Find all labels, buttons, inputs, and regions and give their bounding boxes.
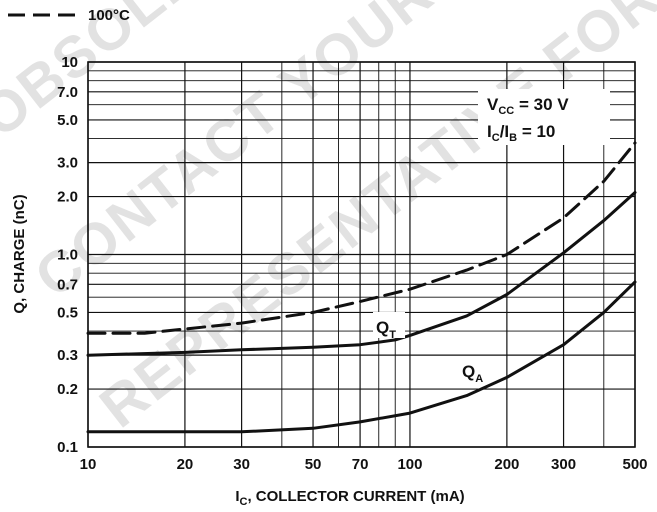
- qa-label: QA: [462, 362, 483, 385]
- conditions-box-bg: [478, 89, 610, 145]
- y-tick-label: 5.0: [57, 112, 78, 129]
- series-line-100c: [86, 141, 637, 335]
- legend-label-100c: 100°C: [88, 7, 130, 24]
- legend: 100°C: [8, 7, 130, 24]
- y-axis-label: Q, CHARGE (nC): [11, 194, 28, 313]
- qa-label-main: Q: [462, 362, 475, 381]
- vcc-main: V: [487, 95, 499, 114]
- qa-label-sub: A: [475, 373, 483, 385]
- vcc-sub: CC: [498, 105, 514, 117]
- y-tick-label: 0.2: [57, 381, 78, 398]
- qt-label-bg: [373, 312, 405, 338]
- qt-label-sub: T: [389, 329, 396, 341]
- qa-label-bg: [459, 356, 493, 382]
- qt-label-main: Q: [376, 318, 389, 337]
- x-tick-label: 30: [233, 456, 250, 473]
- ratio-rest: = 10: [517, 122, 555, 141]
- x-axis-label-main: I: [235, 488, 239, 505]
- vcc-condition: VCC = 30 V: [487, 95, 569, 117]
- x-axis-label-rest: , COLLECTOR CURRENT (mA): [247, 488, 464, 505]
- plot-frame: [87, 61, 636, 448]
- y-tick-label: 0.1: [57, 439, 78, 456]
- vcc-rest: = 30 V: [514, 95, 569, 114]
- x-axis-label-sub: C: [240, 496, 248, 508]
- y-tick-label: 0.7: [57, 276, 78, 293]
- x-tick-label: 10: [80, 456, 97, 473]
- y-tick-label: 0.5: [57, 304, 78, 321]
- x-tick-label: 70: [352, 456, 369, 473]
- ic-ib-condition: IC/IB = 10: [487, 122, 555, 144]
- y-tick-label: 0.3: [57, 347, 78, 364]
- y-tick-label: 3.0: [57, 155, 78, 172]
- ratio-slash: /I: [500, 122, 509, 141]
- qt-label: QT: [376, 318, 396, 341]
- conditions-box: VCC = 30 V IC/IB = 10: [478, 89, 610, 145]
- x-tick-label: 20: [177, 456, 194, 473]
- ratio-a: I: [487, 122, 492, 141]
- x-tick-label: 500: [622, 456, 647, 473]
- y-tick-label: 10: [61, 54, 78, 71]
- x-tick-label: 50: [305, 456, 322, 473]
- y-tick-label: 1.0: [57, 247, 78, 264]
- x-tick-label: 300: [551, 456, 576, 473]
- ratio-a-sub: C: [492, 132, 500, 144]
- x-tick-label: 100: [397, 456, 422, 473]
- x-axis-label: IC, COLLECTOR CURRENT (mA): [235, 488, 464, 508]
- x-tick-label: 200: [494, 456, 519, 473]
- y-tick-label: 7.0: [57, 84, 78, 101]
- series-line-qa: [86, 280, 637, 434]
- tick-labels: 10 20 30 50 70 100 200 300 500 0.1 0.2 0.3 0.5 0.7 1.0…: [57, 54, 647, 473]
- y-tick-label: 2.0: [57, 189, 78, 206]
- series-labels: QT QA: [373, 312, 493, 385]
- ratio-b-sub: B: [509, 132, 517, 144]
